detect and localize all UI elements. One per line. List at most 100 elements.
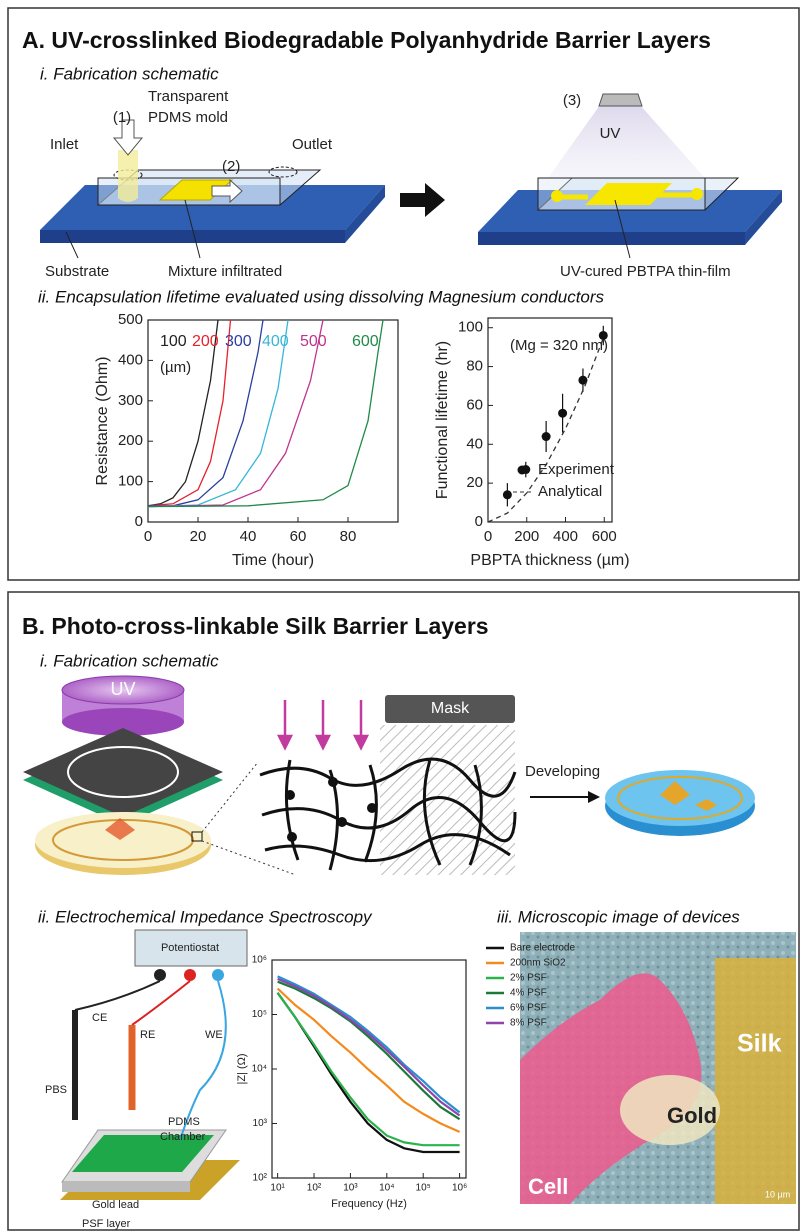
film-label: UV-cured PBTPA thin-film [560,263,731,280]
series-line [278,979,460,1116]
potentiostat-label: Potentiostat [161,942,219,954]
pbs-label: PBS [45,1084,67,1096]
y-tick-label: 40 [466,435,483,452]
y-tick-label: 300 [118,392,143,409]
figure: A. UV-crosslinked Biodegradable Polyanhy… [0,0,807,1232]
ce-label: CE [92,1012,107,1024]
pdms-label: Chamber [160,1131,206,1143]
y-tick-label: 20 [466,474,483,491]
legend-label: 500 [300,333,327,350]
x-tick-label: 600 [592,528,617,545]
uv-label: UV [110,679,135,699]
legend-label: 100 [160,333,187,350]
micrograph [520,932,796,1204]
y-tick-label: 100 [118,473,143,490]
y-tick-label: 0 [135,513,143,530]
legend-label: 4% PSF [510,988,547,999]
y-tick-label: 10⁵ [252,1009,267,1020]
step-label: (1) [113,109,131,126]
legend-label: 600 [352,333,379,350]
legend-label: 6% PSF [510,1003,547,1014]
y-tick-label: 0 [475,513,483,530]
x-tick-label: 0 [144,528,152,545]
plots-heading: ii. Encapsulation lifetime evaluated usi… [38,287,605,306]
annotation: (µm) [160,359,191,376]
mold-label: PDMS mold [148,109,228,126]
gold-label: Gold [667,1103,717,1128]
x-tick-label: 80 [340,528,357,545]
step-label: (3) [563,92,581,109]
x-tick-label: 0 [484,528,492,545]
series-line [278,982,460,1119]
substrate-label: Substrate [45,263,109,280]
x-tick-label: 10⁶ [452,1183,467,1194]
x-tick-label: 400 [553,528,578,545]
legend-label: 400 [262,333,289,350]
silk-schematic [23,676,755,875]
legend-label: Analytical [538,483,602,500]
data-point [542,432,551,441]
annotation: (Mg = 320 nm) [510,337,608,354]
legend-label: 300 [225,333,252,350]
plot-frame [148,320,398,522]
y-tick-label: 100 [458,319,483,336]
x-axis-label: Time (hour) [232,552,314,569]
y-axis-label: Resistance (Ohm) [94,357,111,486]
cell-label: Cell [528,1174,568,1199]
mask-label: Mask [431,700,470,717]
x-tick-label: 10² [307,1183,322,1194]
series-line [278,989,460,1132]
y-tick-label: 400 [118,351,143,368]
mixture-label: Mixture infiltrated [168,263,282,280]
x-tick-label: 20 [190,528,207,545]
x-tick-label: 200 [514,528,539,545]
x-axis-label: PBPTA thickness (µm) [470,552,629,569]
x-tick-label: 10³ [343,1183,358,1194]
eis-heading: ii. Electrochemical Impedance Spectrosco… [38,907,373,926]
process-arrow [400,183,445,217]
device-left [40,120,385,243]
y-tick-label: 200 [118,432,143,449]
y-axis-label: |Z| (Ω) [236,1053,248,1084]
panel-b-title: B. Photo-cross-linkable Silk Barrier Lay… [22,613,489,639]
mold-label: Transparent [148,88,229,105]
inlet-label: Inlet [50,136,79,153]
legend-marker [518,466,527,475]
y-tick-label: 10³ [253,1118,268,1129]
data-point [558,409,567,418]
y-tick-label: 10² [253,1173,268,1184]
y-tick-label: 10⁶ [252,955,267,966]
x-axis-label: Frequency (Hz) [331,1198,407,1210]
eis-setup [60,930,247,1200]
x-tick-label: 10⁴ [379,1183,394,1194]
x-tick-label: 60 [290,528,307,545]
microscopy-heading: iii. Microscopic image of devices [497,907,740,926]
developing-label: Developing [525,763,600,780]
psf-label: PSF layer [82,1218,131,1230]
outlet-label: Outlet [292,136,333,153]
uv-label: UV [600,125,621,142]
legend-label: Experiment [538,461,615,478]
silk-label: Silk [737,1030,782,1058]
legend-label: 2% PSF [510,973,547,984]
legend-label: Bare electrode [510,943,575,954]
device-right [478,94,782,245]
y-tick-label: 500 [118,311,143,328]
y-tick-label: 80 [466,358,483,375]
series-line [278,993,460,1152]
y-tick-label: 10⁴ [252,1064,267,1075]
legend-label: 200nm SiO2 [510,958,566,969]
schematic-heading: i. Fabrication schematic [40,64,219,83]
legend-label: 200 [192,333,219,350]
y-axis-label: Functional lifetime (hr) [434,341,451,499]
series-line [278,976,460,1112]
data-point [503,490,512,499]
x-tick-label: 10¹ [270,1183,285,1194]
x-tick-label: 10⁵ [416,1183,431,1194]
y-tick-label: 60 [466,396,483,413]
legend-label: 8% PSF [510,1018,547,1029]
x-tick-label: 40 [240,528,257,545]
schematic-heading: i. Fabrication schematic [40,651,219,670]
gold-lead-label: Gold lead [92,1199,139,1211]
re-label: RE [140,1029,155,1041]
